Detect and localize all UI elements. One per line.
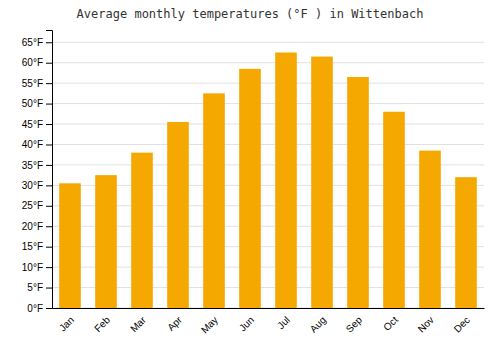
title: Average monthly temperatures (°F ) in Wi… bbox=[77, 7, 424, 21]
y-tick: 5°F bbox=[27, 282, 52, 293]
y-tick: 20°F bbox=[22, 221, 52, 232]
y-tick: 55°F bbox=[22, 78, 52, 89]
x-tick: Mar bbox=[128, 314, 148, 334]
y-tick-mark bbox=[46, 63, 52, 64]
x-tick: Aug bbox=[308, 314, 328, 334]
grid-line bbox=[52, 103, 484, 104]
x-tick: Feb bbox=[92, 314, 112, 334]
x-tick-label: Nov bbox=[416, 314, 436, 334]
y-tick-label: 45°F bbox=[22, 119, 43, 130]
y-tick-label: 10°F bbox=[22, 262, 43, 273]
y-tick: 25°F bbox=[22, 200, 52, 211]
y-tick-mark bbox=[46, 83, 52, 84]
y-tick: 30°F bbox=[22, 180, 52, 191]
grid-line bbox=[52, 144, 484, 145]
bars bbox=[59, 52, 477, 308]
x-tick: Jan bbox=[57, 314, 76, 333]
y-tick: 15°F bbox=[22, 241, 52, 252]
y-tick-mark bbox=[46, 226, 52, 227]
x-tick-label: Dec bbox=[452, 314, 472, 334]
bar bbox=[383, 112, 405, 308]
x-tick-label: Mar bbox=[128, 314, 148, 334]
y-tick-label: 65°F bbox=[22, 37, 43, 48]
y-tick-mark bbox=[46, 104, 52, 105]
y-tick-mark bbox=[46, 308, 52, 309]
x-tick: Jul bbox=[275, 314, 292, 331]
x-tick-label: Apr bbox=[165, 314, 184, 333]
x-tick-label: Sep bbox=[344, 314, 365, 335]
x-tick: Nov bbox=[416, 314, 436, 334]
x-tick: Apr bbox=[165, 314, 184, 333]
x-tick: Dec bbox=[452, 314, 472, 334]
y-tick: 50°F bbox=[22, 98, 52, 109]
y-tick-mark bbox=[46, 247, 52, 248]
y-tick-label: 60°F bbox=[22, 57, 43, 68]
y-tick-mark bbox=[46, 42, 52, 43]
y-tick: 0°F bbox=[27, 303, 52, 314]
y-tick-mark bbox=[46, 206, 52, 207]
bar bbox=[311, 57, 333, 308]
y-tick-label: 0°F bbox=[27, 303, 43, 314]
x-axis: Jan Feb Mar Apr May Jun Jul Aug Sep Oct Nov Dec bbox=[53, 309, 485, 336]
y-tick: 40°F bbox=[22, 139, 52, 150]
bar bbox=[347, 77, 369, 308]
x-tick-label: Jan bbox=[57, 314, 76, 333]
bar bbox=[59, 183, 81, 308]
y-tick-label: 50°F bbox=[22, 98, 43, 109]
grid bbox=[52, 42, 484, 308]
grid-line bbox=[52, 42, 484, 43]
x-tick-label: Aug bbox=[308, 314, 328, 334]
y-tick-label: 25°F bbox=[22, 200, 43, 211]
x-tick-label: Jul bbox=[275, 314, 292, 331]
y-tick: 35°F bbox=[22, 160, 52, 171]
y-tick-label: 15°F bbox=[22, 241, 43, 252]
y-tick-label: 5°F bbox=[27, 282, 43, 293]
bar bbox=[275, 52, 297, 308]
bar bbox=[95, 175, 117, 308]
y-tick-label: 55°F bbox=[22, 78, 43, 89]
y-tick-mark bbox=[46, 288, 52, 289]
x-tick: May bbox=[199, 314, 220, 335]
x-tick: Oct bbox=[381, 314, 400, 333]
y-axis-line bbox=[46, 31, 53, 309]
x-tick-label: Feb bbox=[92, 314, 112, 334]
y-tick: 60°F bbox=[22, 57, 52, 68]
y-tick: 10°F bbox=[22, 262, 52, 273]
y-axis: 0°F 5°F 10°F 15°F 20°F 25°F 30°F 35°F 40°F 45°F 50… bbox=[22, 31, 53, 314]
x-tick: Sep bbox=[344, 314, 365, 335]
bar bbox=[239, 69, 261, 308]
x-axis-line bbox=[53, 308, 485, 309]
bar bbox=[203, 93, 225, 308]
y-tick: 65°F bbox=[22, 37, 52, 48]
bar bbox=[167, 122, 189, 308]
x-tick-label: May bbox=[199, 314, 220, 335]
y-tick-label: 20°F bbox=[22, 221, 43, 232]
bar bbox=[131, 153, 153, 308]
chart-svg: Average monthly temperatures (°F ) in Wi… bbox=[0, 0, 500, 350]
grid-line bbox=[52, 83, 484, 84]
y-tick: 45°F bbox=[22, 119, 52, 130]
bar bbox=[455, 177, 477, 308]
plot: 0°F 5°F 10°F 15°F 20°F 25°F 30°F 35°F 40°F 45°F 50… bbox=[22, 31, 485, 336]
bar bbox=[419, 151, 441, 308]
x-tick-label: Jun bbox=[237, 314, 256, 333]
y-tick-mark bbox=[46, 165, 52, 166]
y-tick-mark bbox=[46, 185, 52, 186]
y-tick-label: 40°F bbox=[22, 139, 43, 150]
y-tick-mark bbox=[46, 124, 52, 125]
y-tick-mark bbox=[46, 144, 52, 145]
x-tick-label: Oct bbox=[381, 314, 400, 333]
x-tick: Jun bbox=[237, 314, 256, 333]
y-tick-label: 30°F bbox=[22, 180, 43, 191]
y-tick-mark bbox=[46, 267, 52, 268]
grid-line bbox=[52, 124, 484, 125]
grid-line bbox=[52, 62, 484, 63]
y-tick-label: 35°F bbox=[22, 160, 43, 171]
